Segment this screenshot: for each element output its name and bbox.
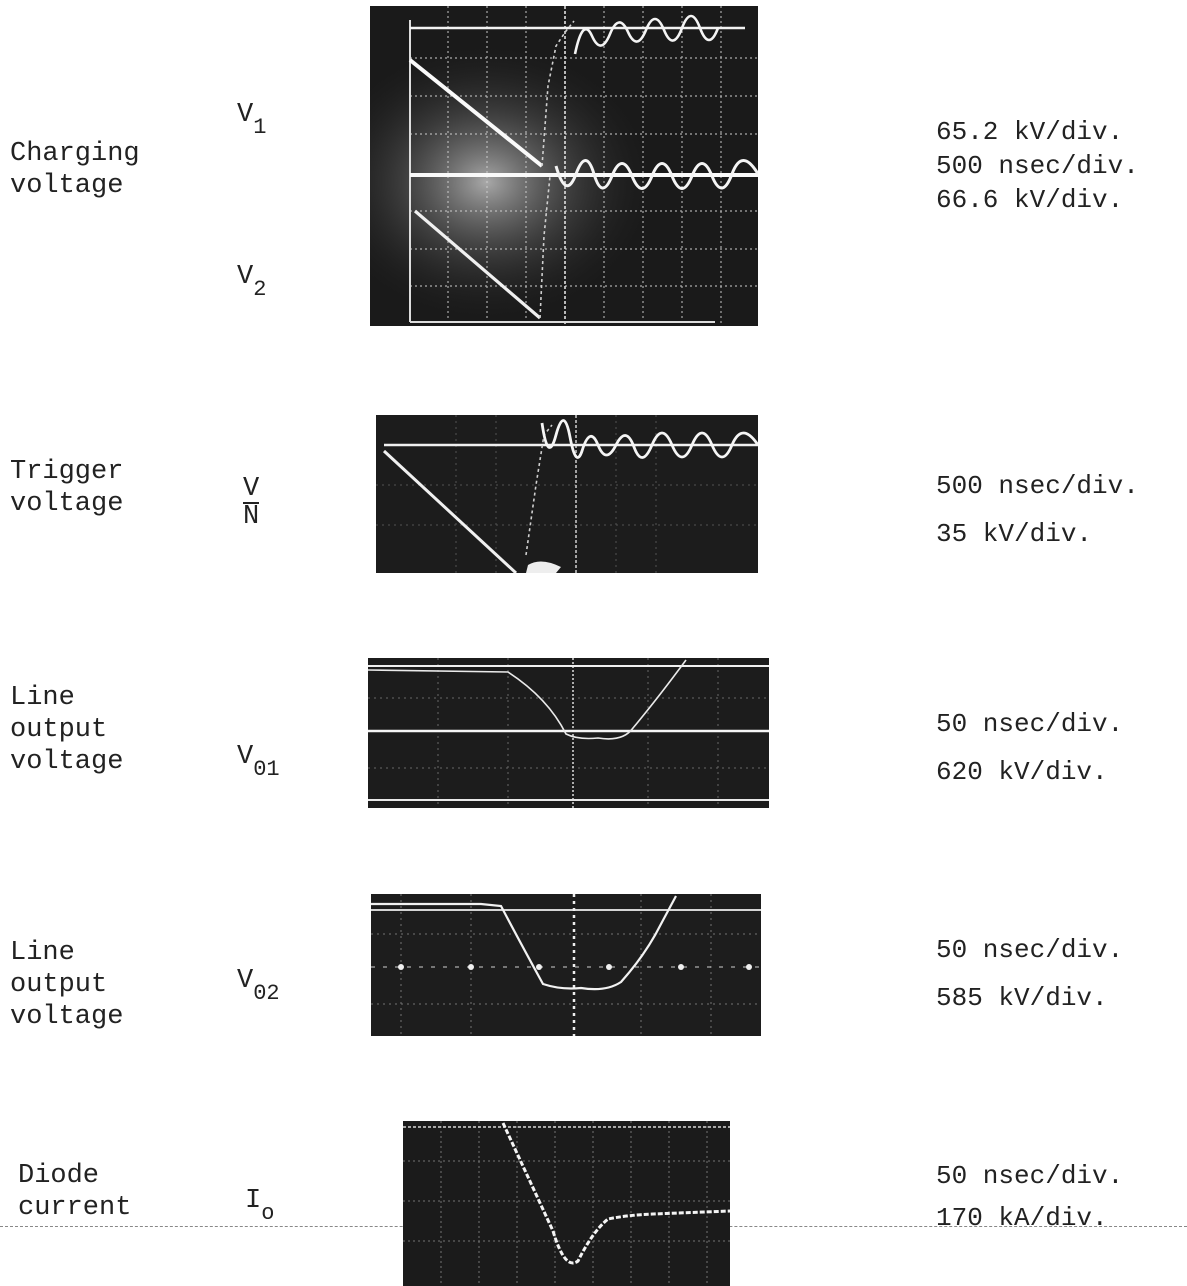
v2-symbol: V2 <box>237 262 267 303</box>
scale-charging-time: 500 nsec/div. <box>936 151 1139 181</box>
vn-symbol-top: V <box>243 474 260 504</box>
oscillogram-charging-voltage <box>370 6 758 326</box>
v01-symbol: V01 <box>237 742 280 783</box>
scale-charging-v1: 65.2 kV/div. <box>936 117 1124 147</box>
line-output-voltage-label-2: Line output voltage <box>10 938 124 1032</box>
scale-trigger-time: 500 nsec/div. <box>936 471 1139 501</box>
scale-v02-voltage: 585 kV/div. <box>936 983 1108 1013</box>
scale-v02-time: 50 nsec/div. <box>936 935 1124 965</box>
v1-symbol: V1 <box>237 100 267 141</box>
trigger-voltage-label: Trigger voltage <box>10 457 124 519</box>
scale-diode-time: 50 nsec/div. <box>936 1161 1124 1191</box>
vn-symbol-bottom: N <box>243 502 260 532</box>
line-output-voltage-label-1: Line output voltage <box>10 683 124 777</box>
oscillogram-line-output-v02 <box>371 894 761 1036</box>
oscillogram-diode-current <box>403 1121 730 1286</box>
diode-current-label: Diode current <box>18 1161 132 1223</box>
oscillogram-line-output-v01 <box>368 658 769 808</box>
io-symbol: Io <box>245 1186 275 1227</box>
scale-v01-voltage: 620 kV/div. <box>936 757 1108 787</box>
scale-trigger-voltage: 35 kV/div. <box>936 519 1093 549</box>
oscillogram-trigger-voltage <box>376 415 758 573</box>
charging-voltage-label: Charging voltage <box>10 139 140 201</box>
scale-diode-current: 170 kA/div. <box>936 1203 1108 1233</box>
vn-symbol: V N <box>243 474 260 532</box>
scale-charging-v2: 66.6 kV/div. <box>936 185 1124 215</box>
scale-v01-time: 50 nsec/div. <box>936 709 1124 739</box>
v02-symbol: V02 <box>237 966 280 1007</box>
